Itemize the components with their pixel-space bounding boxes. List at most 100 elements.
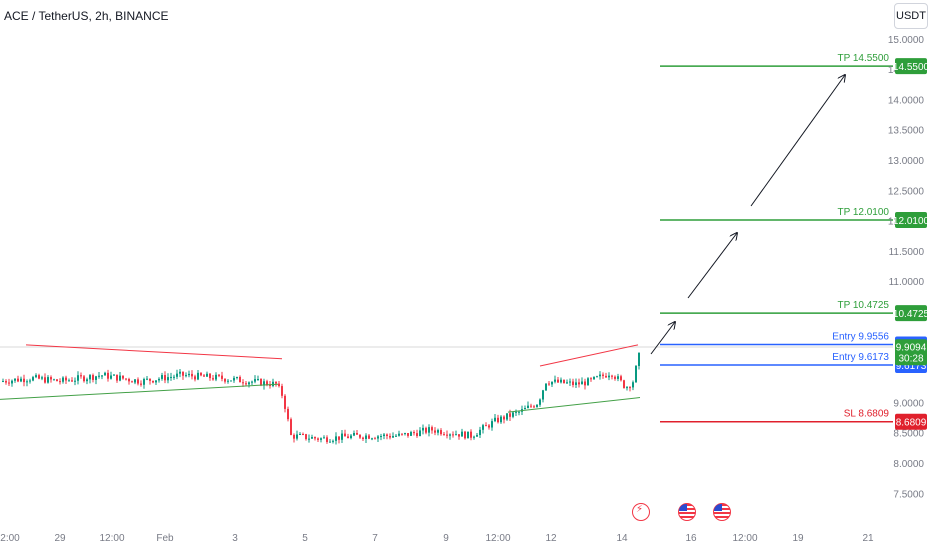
candle-body [389,435,391,438]
candle-body [128,379,130,382]
us-flag-event-icon[interactable] [713,503,731,521]
candle-body [23,378,25,383]
candle-body [83,376,85,382]
candle-body [629,387,631,389]
candle-body [566,382,568,384]
candle-body [635,365,637,383]
candle-body [488,425,490,428]
resistance-line [25,344,283,360]
currency-button[interactable]: USDT [894,3,928,29]
candle-body [254,379,256,382]
time-tick-label: 9 [443,533,449,544]
candle-body [287,408,289,420]
candle-body [359,434,361,438]
entry-price-badge-text: 9.6173 [896,361,927,372]
candle-body [587,378,589,386]
candle-body [20,378,22,382]
candle-body [122,375,124,379]
candle-body [74,380,76,382]
candle-body [557,379,559,383]
candle-body [575,382,577,385]
candle-body [11,380,13,384]
time-tick-label: 14 [616,533,628,544]
time-tick-label: 12:00 [732,533,757,544]
candle-body [251,381,253,383]
candle-body [86,379,88,382]
candle-body [299,433,301,435]
candle-body [524,407,526,410]
candle-body [347,436,349,439]
candle-body [17,378,19,382]
dividend-event-icon[interactable] [632,503,650,521]
candle-body [332,440,334,442]
candle-body [62,377,64,382]
candle-body [38,375,40,379]
symbol-title[interactable]: ACE / TetherUS, 2h, BINANCE [4,9,169,23]
candle-body [140,383,142,385]
candle-body [77,375,79,381]
candle-body [416,433,418,437]
price-tick-label: 14.0000 [888,95,925,106]
candle-body [227,380,229,382]
candle-body [449,434,451,436]
tp-price-badge [895,211,927,228]
candle-body [188,373,190,376]
price-tick-label: 12.5000 [888,186,925,197]
candle-body [623,380,625,388]
candle-body [386,434,388,436]
candle-body [233,377,235,381]
time-tick-label: 16 [685,533,697,544]
support-line [0,383,279,400]
candle-body [374,438,376,440]
candle-body [149,378,151,381]
candle-body [323,437,325,439]
candle-body [539,399,541,405]
time-tick-label: 5 [302,533,308,544]
candle-body [605,375,607,378]
candle-body [491,421,493,428]
candle-body [203,375,205,377]
candle-body [245,383,247,385]
entry-level-label: Entry 9.6173 [832,352,889,363]
candle-body [551,381,553,385]
candle-body [68,380,70,382]
candle-body [56,379,58,382]
candle-body [584,381,586,386]
price-tick-label: 9.0000 [893,398,924,409]
candle-body [368,435,370,439]
candle-body [494,417,496,422]
candle-body [143,378,145,385]
candle-body [221,375,223,379]
candle-body [41,377,43,379]
candle-body [92,375,94,380]
candle-body [71,380,73,382]
candle-body [272,381,274,387]
candle-body [440,430,442,435]
candle-body [341,433,343,440]
candle-body [185,375,187,377]
candle-body [554,379,556,382]
candle-body [119,375,121,381]
candle-body [47,377,49,383]
time-tick-label: 12:00 [99,533,124,544]
current-price-text: 9.9094 [896,342,927,353]
candle-body [596,376,598,378]
price-tick-label: 8.0000 [893,459,924,470]
candle-body [278,383,280,387]
candle-body [50,377,52,380]
candle-body [326,437,328,442]
candle-body [578,382,580,385]
time-tick-label: 19 [792,533,804,544]
candle-body [560,379,562,383]
price-tick-label: 8.5000 [893,429,924,440]
us-flag-event-icon[interactable] [678,503,696,521]
candle-body [422,427,424,431]
tp-price-badge-text: 12.0100 [893,216,930,227]
sl-price-badge-text: 8.6809 [896,418,927,429]
tp-level-label: TP 14.5500 [837,53,889,64]
candle-body [80,375,82,377]
price-badges: 14.550012.010010.47259.95569.61738.68099… [893,58,930,430]
current-price-badge [895,339,927,366]
price-tick-label: 11.5000 [889,247,925,258]
